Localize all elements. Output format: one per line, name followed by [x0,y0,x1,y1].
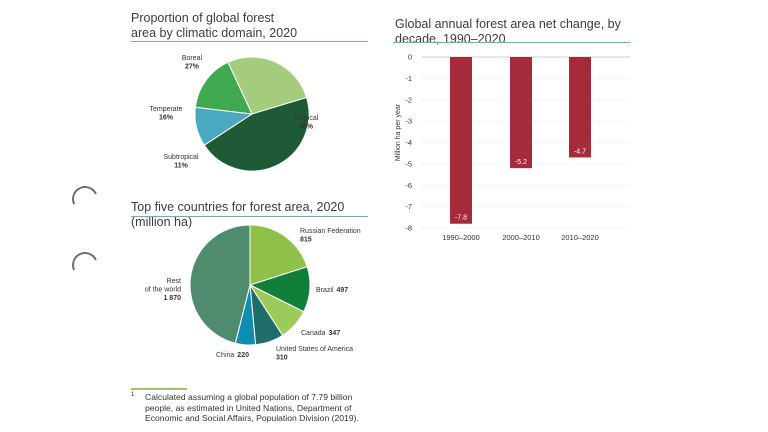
pie-slice-rest-of-the-world [189,224,251,344]
y-tick-label: -3 [405,117,412,126]
bar-3 [569,57,591,158]
y-tick-label: -8 [405,224,412,233]
binder-hole-bottom [68,248,102,282]
pie-slice-temperate [194,61,253,115]
net-change-bar-chart: 0 -1 -2 -3 -4 -5 -6 -7 -8 Million ha per year -7.8… [395,53,630,242]
x-category-label: 1990–2000 [442,233,480,242]
x-category-label: 2010–2020 [561,233,599,242]
bar-value-label: -4.7 [574,148,586,155]
pie-slice-boreal [227,56,308,115]
pie-label-china: China 220 [216,352,249,359]
bar-2 [510,57,532,169]
pie-slice-tropical [203,96,310,172]
pie-label-temperate: Temperate 16% [149,106,182,122]
pie-label-boreal: Boreal 27% [182,55,203,71]
pie-label-tropical: Tropical 45% [294,115,319,131]
net-change-bar-title-rule [393,42,631,43]
climatic-domain-pie-chart: Boreal 27% Tropical 45% Subtropical 11% Temper… [149,55,319,172]
binder-hole-top [68,182,102,216]
y-tick-label: -2 [405,95,412,104]
y-tick-label: -7 [405,202,412,211]
y-axis-label: Million ha per year [395,103,402,161]
y-tick-label: -4 [405,138,412,147]
pie-label-subtropical: Subtropical 11% [163,154,198,170]
y-tick-label: -5 [405,159,412,168]
y-tick-label: -1 [405,74,412,83]
bar-value-label: -5.2 [515,159,527,166]
pie-label-brazil: Brazil 497 [316,287,348,294]
x-category-label: 2000–2010 [502,233,540,242]
countries-pie-title-rule [131,216,368,217]
climatic-pie-title-rule [131,41,368,42]
pie-label-canada: Canada 347 [301,330,340,337]
countries-pie-title: Top five countries for forest area, 2020… [131,200,345,229]
pie-slice-russian-federation [249,224,308,286]
footnote-mark: 1 [131,392,135,398]
pie-label-rest-of-the-world: Rest of the world 1 870 [145,278,181,302]
countries-forest-pie-chart: Russian Federation 815 Brazil 497 Canada 347 U… [145,224,361,362]
y-tick-label: 0 [408,53,412,62]
pie-label-russian-federation: Russian Federation 815 [300,228,361,244]
y-tick-label: -6 [405,181,412,190]
bar-value-label: -7.8 [455,215,467,222]
climatic-pie-title: Proportion of global forest area by clim… [131,11,298,40]
pie-label-united-states-of-america: United States of America 310 [276,346,353,362]
bar-1 [450,57,472,224]
footnote-text: Calculated assuming a global population … [145,392,359,423]
footnote-rule [131,388,187,390]
